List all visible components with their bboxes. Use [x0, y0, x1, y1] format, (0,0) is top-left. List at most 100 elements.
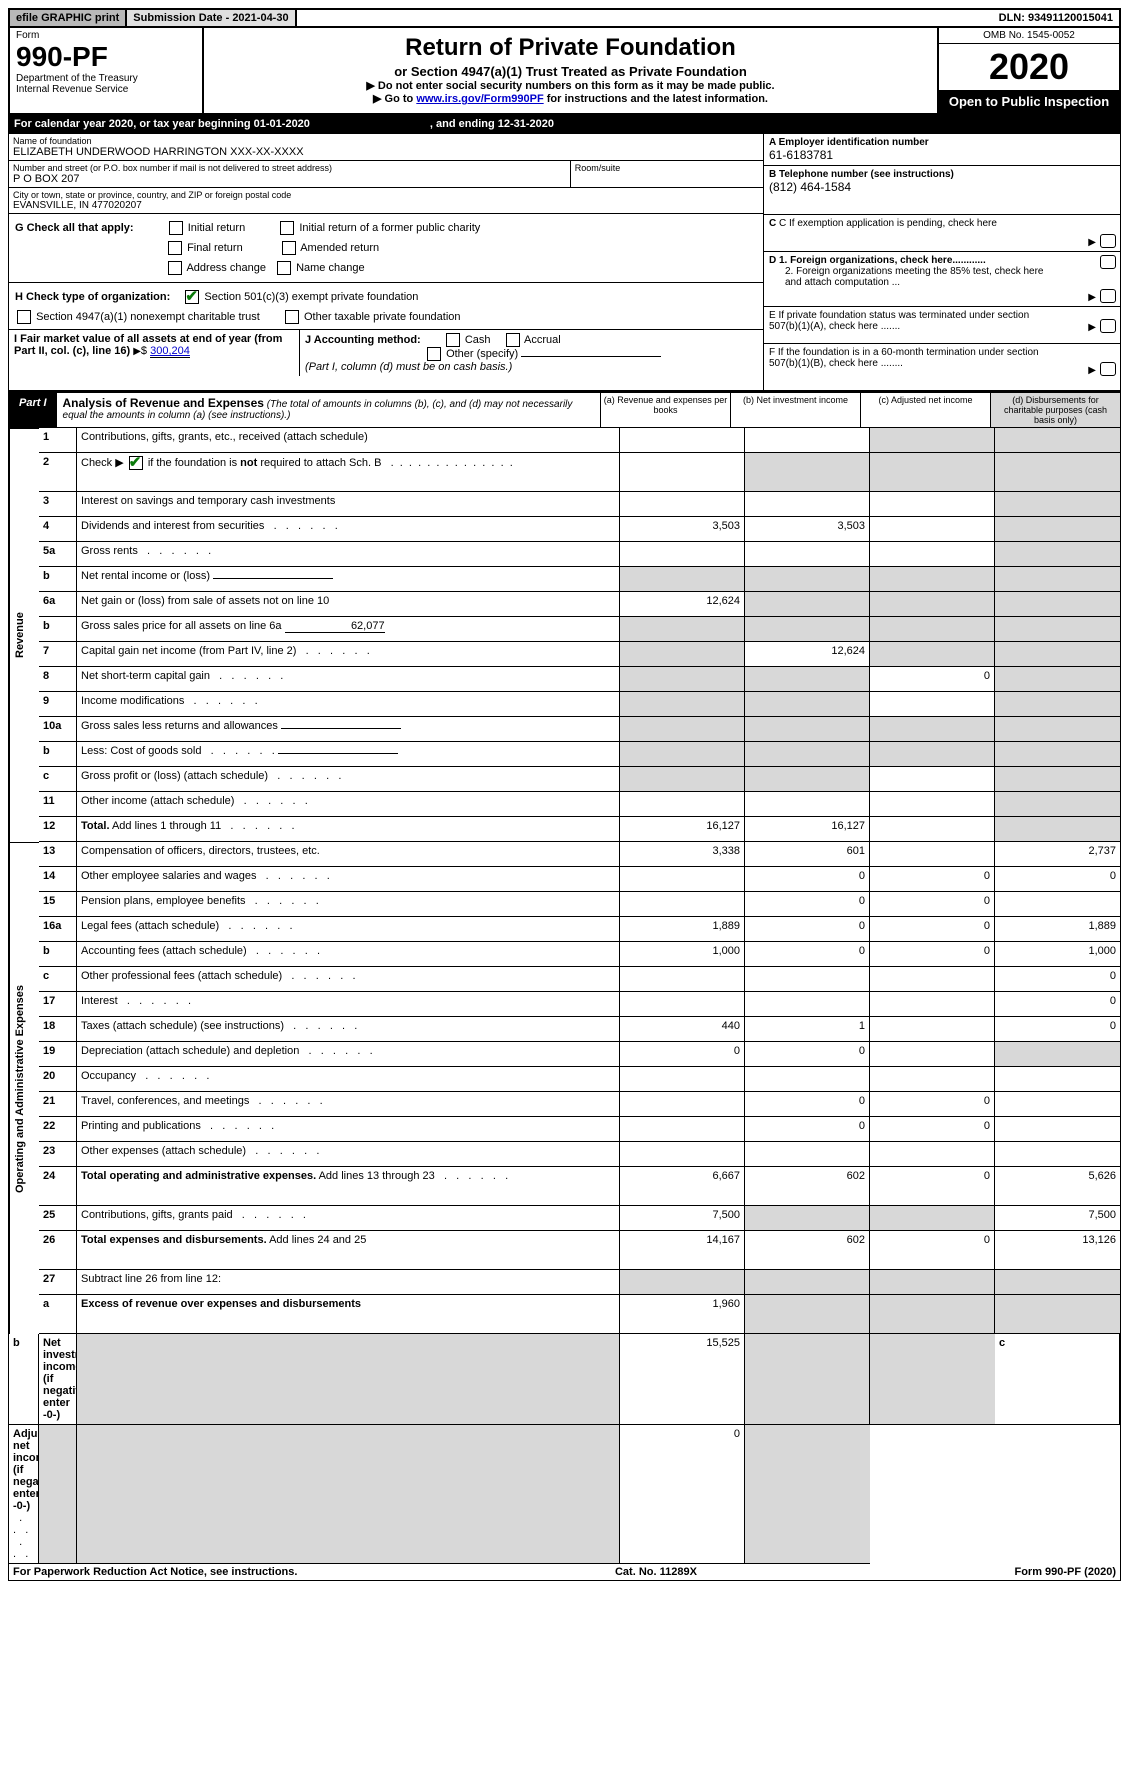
checkbox[interactable] — [169, 221, 183, 235]
checkbox[interactable] — [168, 241, 182, 255]
cell: 0 — [620, 1425, 745, 1564]
checkbox[interactable] — [1100, 289, 1116, 303]
cell: 0 — [745, 892, 870, 917]
line-number: 3 — [39, 492, 77, 517]
checkbox[interactable] — [1100, 319, 1116, 333]
line-number: 21 — [39, 1092, 77, 1117]
cell — [995, 792, 1120, 817]
cell: 0 — [870, 942, 995, 967]
cell — [870, 1017, 995, 1042]
line-number: b — [39, 942, 77, 967]
cell — [745, 717, 870, 742]
cell — [870, 492, 995, 517]
cell — [870, 792, 995, 817]
line-number: b — [39, 742, 77, 767]
cell: 2,737 — [995, 842, 1120, 867]
cell: 16,127 — [745, 817, 870, 842]
checkbox[interactable] — [1100, 255, 1116, 269]
cell: 14,167 — [620, 1231, 745, 1270]
cell — [620, 892, 745, 917]
line-desc: Compensation of officers, directors, tru… — [77, 842, 620, 867]
cell: 12,624 — [620, 592, 745, 617]
cell — [995, 767, 1120, 792]
checkbox[interactable] — [506, 333, 520, 347]
cell — [620, 1142, 745, 1167]
checkbox[interactable] — [1100, 362, 1116, 376]
checkbox[interactable] — [427, 347, 441, 361]
cell: 0 — [995, 992, 1120, 1017]
part1-header: Part I Analysis of Revenue and Expenses … — [8, 391, 1121, 428]
dept: Department of the Treasury — [16, 73, 196, 84]
line-desc: Pension plans, employee benefits . . . .… — [77, 892, 620, 917]
cell — [870, 642, 995, 667]
info-left: Name of foundation ELIZABETH UNDERWOOD H… — [9, 134, 764, 390]
cell: 440 — [620, 1017, 745, 1042]
cal-year-begin: For calendar year 2020, or tax year begi… — [14, 118, 310, 130]
info-right: A Employer identification number 61-6183… — [764, 134, 1120, 390]
cell — [870, 542, 995, 567]
checkbox-checked[interactable] — [185, 290, 199, 304]
footer: For Paperwork Reduction Act Notice, see … — [8, 1564, 1121, 1581]
line-desc: Interest . . . . . . — [77, 992, 620, 1017]
checkbox[interactable] — [168, 261, 182, 275]
cell: 1,889 — [995, 917, 1120, 942]
line-number: 26 — [39, 1231, 77, 1270]
checkbox[interactable] — [17, 310, 31, 324]
cell — [620, 453, 745, 492]
note1: ▶ Do not enter social security numbers o… — [208, 79, 933, 92]
checkbox[interactable] — [282, 241, 296, 255]
cell: 3,503 — [620, 517, 745, 542]
checkbox[interactable] — [285, 310, 299, 324]
cell — [620, 428, 745, 453]
checkbox[interactable] — [446, 333, 460, 347]
cell — [745, 792, 870, 817]
cell — [620, 667, 745, 692]
cell — [745, 992, 870, 1017]
fmv-link[interactable]: 300,204 — [150, 345, 190, 358]
cell — [620, 1117, 745, 1142]
cell — [620, 792, 745, 817]
expenses-label: Operating and Administrative Expenses — [9, 842, 39, 1334]
line-number: 24 — [39, 1167, 77, 1206]
line-desc: Net investment income (if negative, ente… — [39, 1334, 77, 1425]
line-desc: Contributions, gifts, grants paid . . . … — [77, 1206, 620, 1231]
phone-block: B Telephone number (see instructions) (8… — [764, 166, 1120, 215]
j-section: J Accounting method: Cash Accrual Other … — [300, 330, 763, 376]
line-desc: Check ▶ if the foundation is not require… — [77, 453, 620, 492]
cell — [620, 642, 745, 667]
header-left: Form 990-PF Department of the Treasury I… — [10, 28, 204, 113]
top-bar: efile GRAPHIC print Submission Date - 20… — [8, 8, 1121, 28]
f-block: F If the foundation is in a 60-month ter… — [764, 344, 1120, 390]
line-desc: Total. Add lines 1 through 11 . . . . . … — [77, 817, 620, 842]
city-row: City or town, state or province, country… — [9, 188, 763, 214]
line-desc: Contributions, gifts, grants, etc., rece… — [77, 428, 620, 453]
line-desc: Excess of revenue over expenses and disb… — [77, 1295, 620, 1334]
col-a-hdr: (a) Revenue and expenses per books — [600, 393, 730, 427]
cell: 0 — [745, 942, 870, 967]
efile-label: efile GRAPHIC print — [10, 10, 127, 26]
cell — [745, 453, 870, 492]
cell — [745, 542, 870, 567]
cell: 0 — [870, 1167, 995, 1206]
cell — [870, 1067, 995, 1092]
cell — [745, 567, 870, 592]
checkbox[interactable] — [277, 261, 291, 275]
cell — [620, 717, 745, 742]
line-desc: Total operating and administrative expen… — [77, 1167, 620, 1206]
cell: 1,889 — [620, 917, 745, 942]
cell — [995, 1092, 1120, 1117]
line-number: c — [995, 1334, 1120, 1425]
cell — [870, 742, 995, 767]
open-inspection: Open to Public Inspection — [939, 90, 1119, 113]
cell — [995, 517, 1120, 542]
line-desc: Accounting fees (attach schedule) . . . … — [77, 942, 620, 967]
cell: 16,127 — [620, 817, 745, 842]
cell — [870, 1270, 995, 1295]
cell — [77, 1334, 620, 1425]
ij-row: I Fair market value of all assets at end… — [9, 330, 763, 376]
form-link[interactable]: www.irs.gov/Form990PF — [416, 93, 543, 105]
cell — [870, 842, 995, 867]
cell — [620, 1270, 745, 1295]
checkbox[interactable] — [280, 221, 294, 235]
checkbox[interactable] — [1100, 234, 1116, 248]
